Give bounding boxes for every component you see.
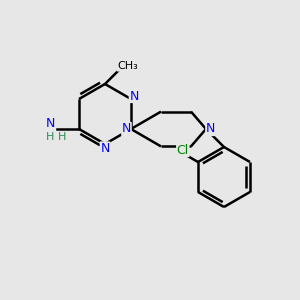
Text: H: H — [46, 131, 55, 142]
Text: N: N — [46, 117, 55, 130]
Text: N: N — [129, 89, 139, 103]
Text: Cl: Cl — [177, 143, 189, 157]
Text: N: N — [122, 122, 131, 136]
Text: N: N — [100, 142, 110, 155]
Text: N: N — [206, 122, 215, 136]
Text: CH₃: CH₃ — [117, 61, 138, 71]
Text: H: H — [58, 131, 67, 142]
